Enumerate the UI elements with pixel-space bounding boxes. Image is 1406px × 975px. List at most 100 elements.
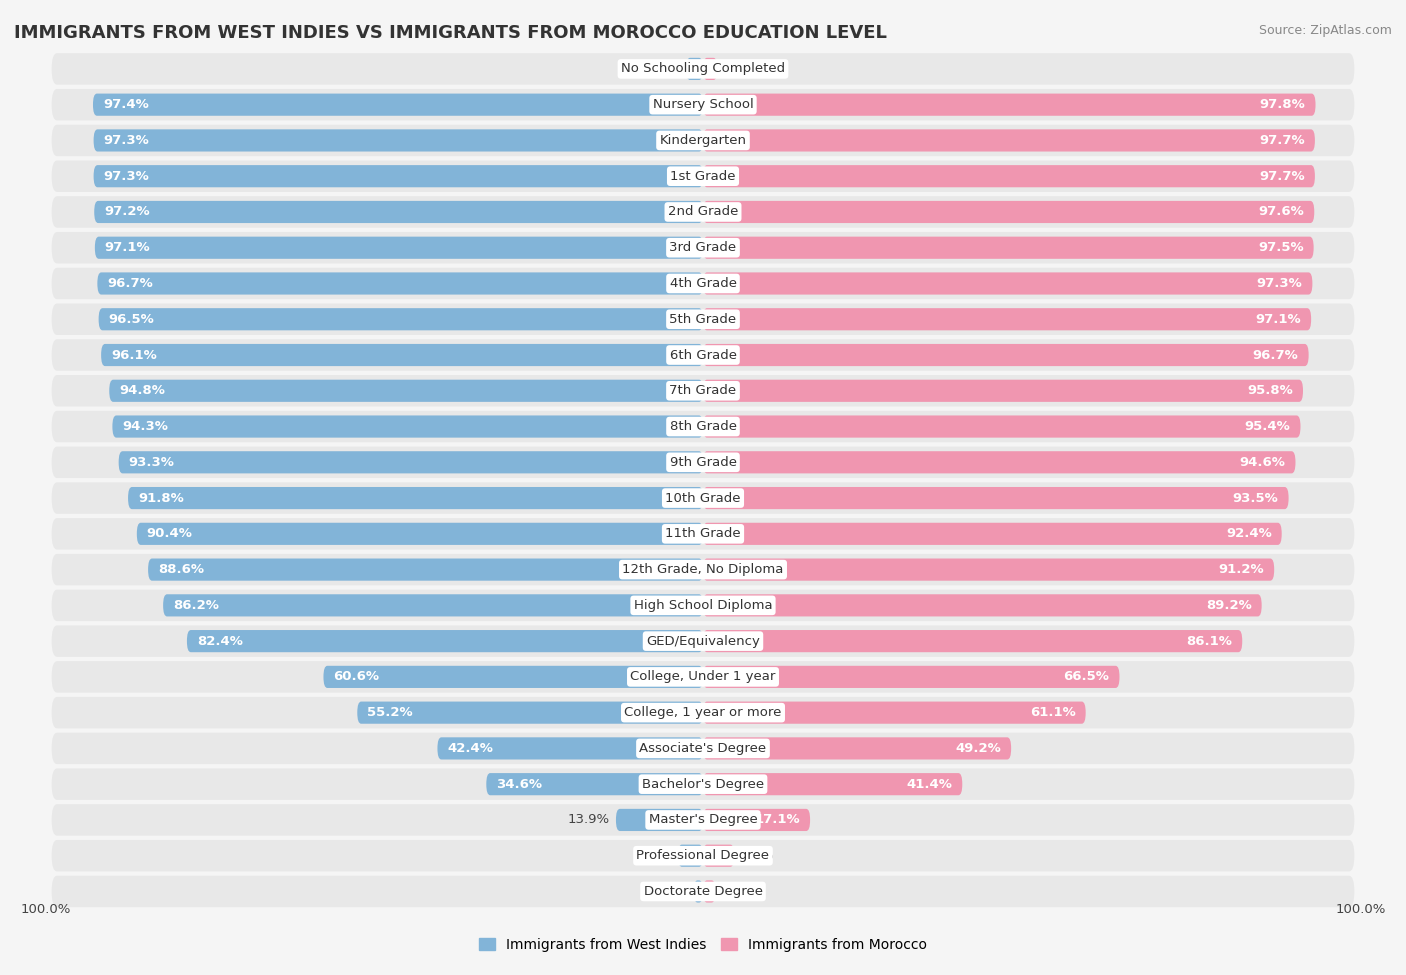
Text: 1.5%: 1.5% [654,885,688,898]
Text: 5.0%: 5.0% [741,849,775,862]
Legend: Immigrants from West Indies, Immigrants from Morocco: Immigrants from West Indies, Immigrants … [472,932,934,957]
Text: Associate's Degree: Associate's Degree [640,742,766,755]
FancyBboxPatch shape [97,272,703,294]
Text: 96.7%: 96.7% [1253,348,1299,362]
FancyBboxPatch shape [703,94,1316,116]
Text: College, 1 year or more: College, 1 year or more [624,706,782,720]
Text: 97.1%: 97.1% [1256,313,1301,326]
Text: 96.5%: 96.5% [108,313,155,326]
FancyBboxPatch shape [98,308,703,331]
Text: Bachelor's Degree: Bachelor's Degree [643,778,763,791]
FancyBboxPatch shape [703,308,1312,331]
Text: 10th Grade: 10th Grade [665,491,741,505]
FancyBboxPatch shape [52,410,1354,443]
Text: 1st Grade: 1st Grade [671,170,735,182]
Text: 4.0%: 4.0% [638,849,672,862]
FancyBboxPatch shape [323,666,703,688]
FancyBboxPatch shape [118,451,703,474]
FancyBboxPatch shape [357,702,703,723]
FancyBboxPatch shape [52,232,1354,263]
Text: 61.1%: 61.1% [1031,706,1076,720]
FancyBboxPatch shape [703,272,1312,294]
Text: 97.7%: 97.7% [1260,170,1305,182]
Text: 97.5%: 97.5% [1258,241,1303,254]
Text: 8th Grade: 8th Grade [669,420,737,433]
Text: Kindergarten: Kindergarten [659,134,747,147]
FancyBboxPatch shape [703,595,1261,616]
Text: 17.1%: 17.1% [755,813,800,827]
Text: GED/Equivalency: GED/Equivalency [647,635,759,647]
Text: 13.9%: 13.9% [568,813,610,827]
FancyBboxPatch shape [52,161,1354,192]
FancyBboxPatch shape [94,130,703,151]
FancyBboxPatch shape [93,94,703,116]
FancyBboxPatch shape [703,523,1282,545]
Text: 60.6%: 60.6% [333,671,380,683]
Text: 55.2%: 55.2% [367,706,413,720]
FancyBboxPatch shape [703,844,734,867]
FancyBboxPatch shape [703,630,1243,652]
FancyBboxPatch shape [703,487,1289,509]
Text: 82.4%: 82.4% [197,635,243,647]
Text: 97.3%: 97.3% [1257,277,1302,290]
FancyBboxPatch shape [52,625,1354,657]
FancyBboxPatch shape [52,768,1354,800]
FancyBboxPatch shape [686,58,703,80]
FancyBboxPatch shape [52,54,1354,85]
Text: 88.6%: 88.6% [157,564,204,576]
FancyBboxPatch shape [52,483,1354,514]
Text: 97.6%: 97.6% [1258,206,1305,218]
Text: 97.8%: 97.8% [1260,98,1306,111]
Text: 34.6%: 34.6% [496,778,543,791]
FancyBboxPatch shape [148,559,703,581]
Text: 97.3%: 97.3% [104,170,149,182]
Text: 6th Grade: 6th Grade [669,348,737,362]
Text: 97.4%: 97.4% [103,98,149,111]
FancyBboxPatch shape [703,379,1303,402]
FancyBboxPatch shape [187,630,703,652]
Text: 100.0%: 100.0% [1336,903,1386,916]
Text: 11th Grade: 11th Grade [665,527,741,540]
Text: 2nd Grade: 2nd Grade [668,206,738,218]
Text: High School Diploma: High School Diploma [634,599,772,612]
Text: 91.8%: 91.8% [138,491,184,505]
FancyBboxPatch shape [52,876,1354,907]
FancyBboxPatch shape [112,415,703,438]
FancyBboxPatch shape [52,375,1354,407]
Text: 12th Grade, No Diploma: 12th Grade, No Diploma [623,564,783,576]
Text: Source: ZipAtlas.com: Source: ZipAtlas.com [1258,24,1392,37]
FancyBboxPatch shape [693,880,703,903]
Text: 42.4%: 42.4% [447,742,494,755]
FancyBboxPatch shape [52,518,1354,550]
FancyBboxPatch shape [703,880,716,903]
FancyBboxPatch shape [703,737,1011,760]
Text: 2.0%: 2.0% [721,885,755,898]
Text: 91.2%: 91.2% [1219,564,1264,576]
Text: 2.7%: 2.7% [647,62,681,75]
Text: 95.8%: 95.8% [1247,384,1294,397]
FancyBboxPatch shape [52,697,1354,728]
FancyBboxPatch shape [703,344,1309,366]
Text: 9th Grade: 9th Grade [669,455,737,469]
FancyBboxPatch shape [703,415,1301,438]
Text: Doctorate Degree: Doctorate Degree [644,885,762,898]
Text: Nursery School: Nursery School [652,98,754,111]
Text: 96.7%: 96.7% [107,277,153,290]
Text: 86.1%: 86.1% [1187,635,1232,647]
Text: 5th Grade: 5th Grade [669,313,737,326]
FancyBboxPatch shape [486,773,703,796]
Text: 100.0%: 100.0% [20,903,70,916]
Text: 86.2%: 86.2% [173,599,219,612]
Text: 97.7%: 97.7% [1260,134,1305,147]
Text: 4th Grade: 4th Grade [669,277,737,290]
Text: 2.3%: 2.3% [724,62,758,75]
FancyBboxPatch shape [94,165,703,187]
FancyBboxPatch shape [52,661,1354,692]
Text: 97.2%: 97.2% [104,206,150,218]
FancyBboxPatch shape [52,125,1354,156]
Text: 90.4%: 90.4% [146,527,193,540]
Text: 93.5%: 93.5% [1233,491,1278,505]
Text: Professional Degree: Professional Degree [637,849,769,862]
FancyBboxPatch shape [703,58,717,80]
Text: 49.2%: 49.2% [955,742,1001,755]
